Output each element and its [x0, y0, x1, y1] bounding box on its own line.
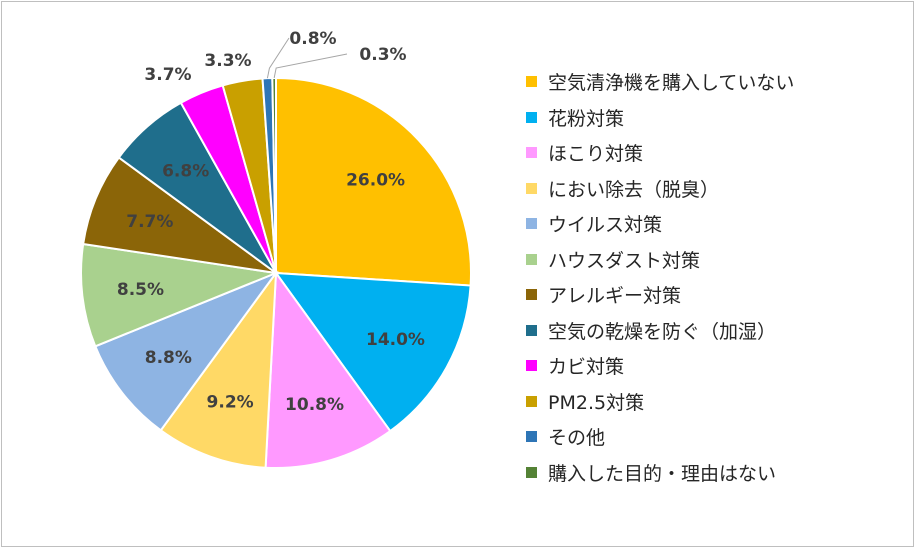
- legend-swatch-10: [524, 429, 539, 445]
- legend-label-7: 空気の乾燥を防ぐ（加湿）: [548, 320, 777, 343]
- legend-item-3: におい除去（脱臭）: [524, 171, 910, 207]
- data-label-7: 6.8%: [162, 162, 209, 182]
- legend-swatch-9: [524, 393, 539, 409]
- pie-slice-6: [82, 156, 277, 274]
- legend-item-0: 空気清浄機を購入していない: [524, 64, 910, 100]
- data-label-5: 8.5%: [117, 280, 164, 300]
- legend-item-1: 花粉対策: [524, 100, 910, 136]
- legend-label-1: 花粉対策: [548, 107, 625, 130]
- legend-label-8: カビ対策: [548, 356, 625, 379]
- legend-swatch-11: [524, 464, 539, 480]
- legend-label-4: ウイルス対策: [548, 214, 663, 237]
- legend: 空気清浄機を購入していない 花粉対策ほこり対策におい除去（脱臭） ウイルス対策ハウス…: [524, 64, 910, 491]
- legend-swatch-3: [524, 180, 539, 196]
- leader-line-11: [273, 53, 348, 79]
- legend-swatch-8: [524, 358, 539, 374]
- data-label-11: 0.3%: [359, 45, 406, 65]
- data-label-6: 7.7%: [126, 212, 173, 232]
- legend-item-6: アレルギー対策: [524, 277, 910, 313]
- legend-swatch-0: [524, 74, 539, 90]
- legend-swatch-6: [524, 287, 539, 303]
- legend-label-2: ほこり対策: [548, 143, 644, 166]
- legend-item-5: ハウスダスト対策: [524, 242, 910, 278]
- legend-label-0: 空気清浄機を購入していない: [548, 72, 795, 95]
- data-label-2: 10.8%: [285, 395, 344, 415]
- data-label-3: 9.2%: [207, 393, 254, 413]
- legend-swatch-7: [524, 322, 539, 338]
- pie-slice-3: [159, 269, 278, 469]
- legend-label-10: その他: [548, 427, 606, 450]
- legend-item-10: その他: [524, 419, 910, 455]
- pie-slice-0: [275, 76, 472, 287]
- pie-slice-1: [273, 271, 472, 433]
- data-label-1: 14.0%: [366, 330, 425, 350]
- legend-label-6: アレルギー対策: [548, 285, 682, 308]
- legend-label-11: 購入した目的・理由はない: [548, 462, 777, 485]
- leader-line-10: [266, 37, 290, 79]
- legend-swatch-2: [524, 145, 539, 161]
- legend-label-9: PM2.5対策: [548, 391, 645, 414]
- pie-slice-2: [264, 270, 392, 469]
- data-label-4: 8.8%: [145, 348, 192, 368]
- legend-item-8: カビ対策: [524, 348, 910, 384]
- legend-item-2: ほこり対策: [524, 135, 910, 171]
- legend-item-11: 購入した目的・理由はない: [524, 455, 910, 491]
- legend-swatch-4: [524, 216, 539, 232]
- legend-label-3: におい除去（脱臭）: [548, 178, 720, 201]
- legend-swatch-5: [524, 251, 539, 267]
- data-label-9: 3.3%: [204, 51, 251, 71]
- data-label-10: 0.8%: [289, 29, 336, 49]
- legend-label-5: ハウスダスト対策: [548, 249, 701, 272]
- pie-slice-4: [93, 270, 279, 432]
- legend-item-9: PM2.5対策: [524, 384, 910, 420]
- data-label-0: 26.0%: [346, 171, 405, 191]
- legend-item-7: 空気の乾燥を防ぐ（加湿）: [524, 313, 910, 349]
- pie-slices: [80, 76, 472, 469]
- pie-slice-5: [80, 242, 280, 348]
- legend-swatch-1: [524, 109, 539, 125]
- leader-lines: [266, 37, 348, 79]
- legend-item-4: ウイルス対策: [524, 206, 910, 242]
- data-label-8: 3.7%: [144, 65, 191, 85]
- data-labels: 26.0% 14.0% 10.8% 9.2% 8.8% 8.5% 7.7% 6.8% 3.7% 3…: [117, 29, 425, 415]
